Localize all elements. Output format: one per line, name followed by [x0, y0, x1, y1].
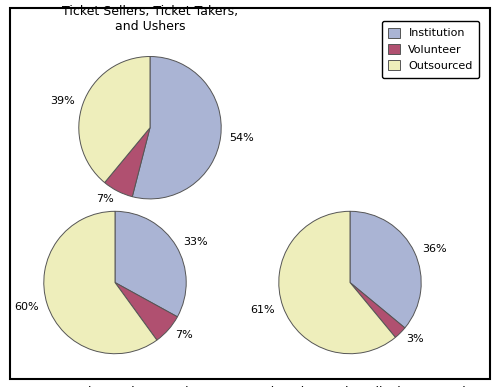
- Text: 7%: 7%: [175, 330, 192, 340]
- Text: 39%: 39%: [50, 96, 75, 106]
- Text: 60%: 60%: [14, 302, 39, 312]
- Wedge shape: [350, 283, 405, 337]
- Text: 36%: 36%: [422, 243, 447, 253]
- Text: Concession and Souvenir
Personnel: Concession and Souvenir Personnel: [36, 386, 194, 387]
- Wedge shape: [44, 211, 157, 354]
- Wedge shape: [79, 57, 150, 183]
- Wedge shape: [104, 128, 150, 197]
- Text: 61%: 61%: [250, 305, 275, 315]
- Text: 33%: 33%: [184, 237, 208, 247]
- Wedge shape: [115, 211, 186, 317]
- Text: 3%: 3%: [406, 334, 424, 344]
- Legend: Institution, Volunteer, Outsourced: Institution, Volunteer, Outsourced: [382, 21, 480, 78]
- Title: Ticket Sellers, Ticket Takers,
and Ushers: Ticket Sellers, Ticket Takers, and Usher…: [62, 5, 238, 33]
- Wedge shape: [279, 211, 396, 354]
- Text: 7%: 7%: [96, 194, 114, 204]
- Text: 54%: 54%: [229, 133, 254, 143]
- Wedge shape: [350, 211, 421, 328]
- Wedge shape: [115, 283, 178, 340]
- Wedge shape: [132, 57, 221, 199]
- Text: Security, Fire, and Medical Personnel: Security, Fire, and Medical Personnel: [234, 386, 466, 387]
